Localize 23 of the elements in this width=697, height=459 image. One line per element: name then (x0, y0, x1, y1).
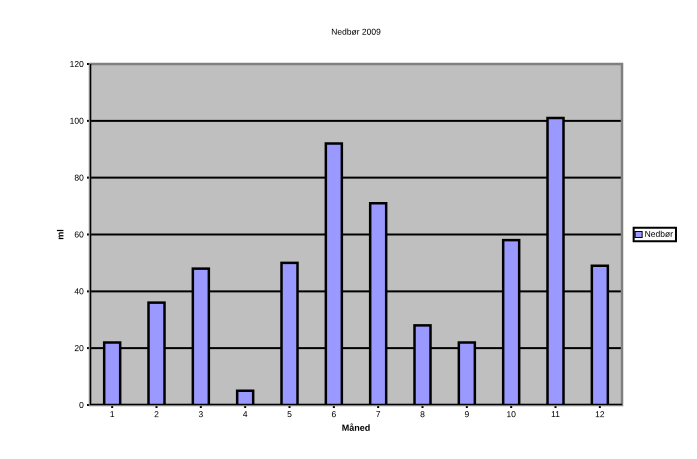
y-tick-label: 80 (74, 174, 84, 181)
x-tick-label: 6 (332, 411, 336, 418)
x-tick-label: 4 (243, 411, 248, 418)
x-tick-label: 11 (552, 411, 560, 418)
y-tick-label: 100 (70, 118, 84, 124)
x-tick-label: 1 (110, 411, 114, 418)
chart-title: Nedbør 2009 (332, 28, 380, 35)
x-tick-label: 10 (507, 411, 516, 418)
y-tick-label: 60 (74, 231, 84, 238)
x-axis-title: Måned (342, 423, 370, 431)
y-tick-label: 20 (74, 345, 84, 352)
x-tick-label: 5 (287, 411, 292, 418)
x-tick-label: 8 (420, 411, 425, 418)
x-tick-label: 12 (596, 411, 604, 418)
y-axis-title: ml (56, 230, 64, 240)
x-tick-label: 3 (198, 411, 203, 418)
x-tick-label: 2 (154, 411, 158, 418)
y-tick-label: 0 (79, 402, 84, 408)
legend-label: Nedbør (645, 230, 673, 238)
x-tick-label: 7 (376, 411, 380, 418)
x-tick-label: 9 (464, 411, 469, 418)
y-tick-label: 120 (70, 60, 84, 67)
y-tick-label: 40 (74, 288, 84, 294)
